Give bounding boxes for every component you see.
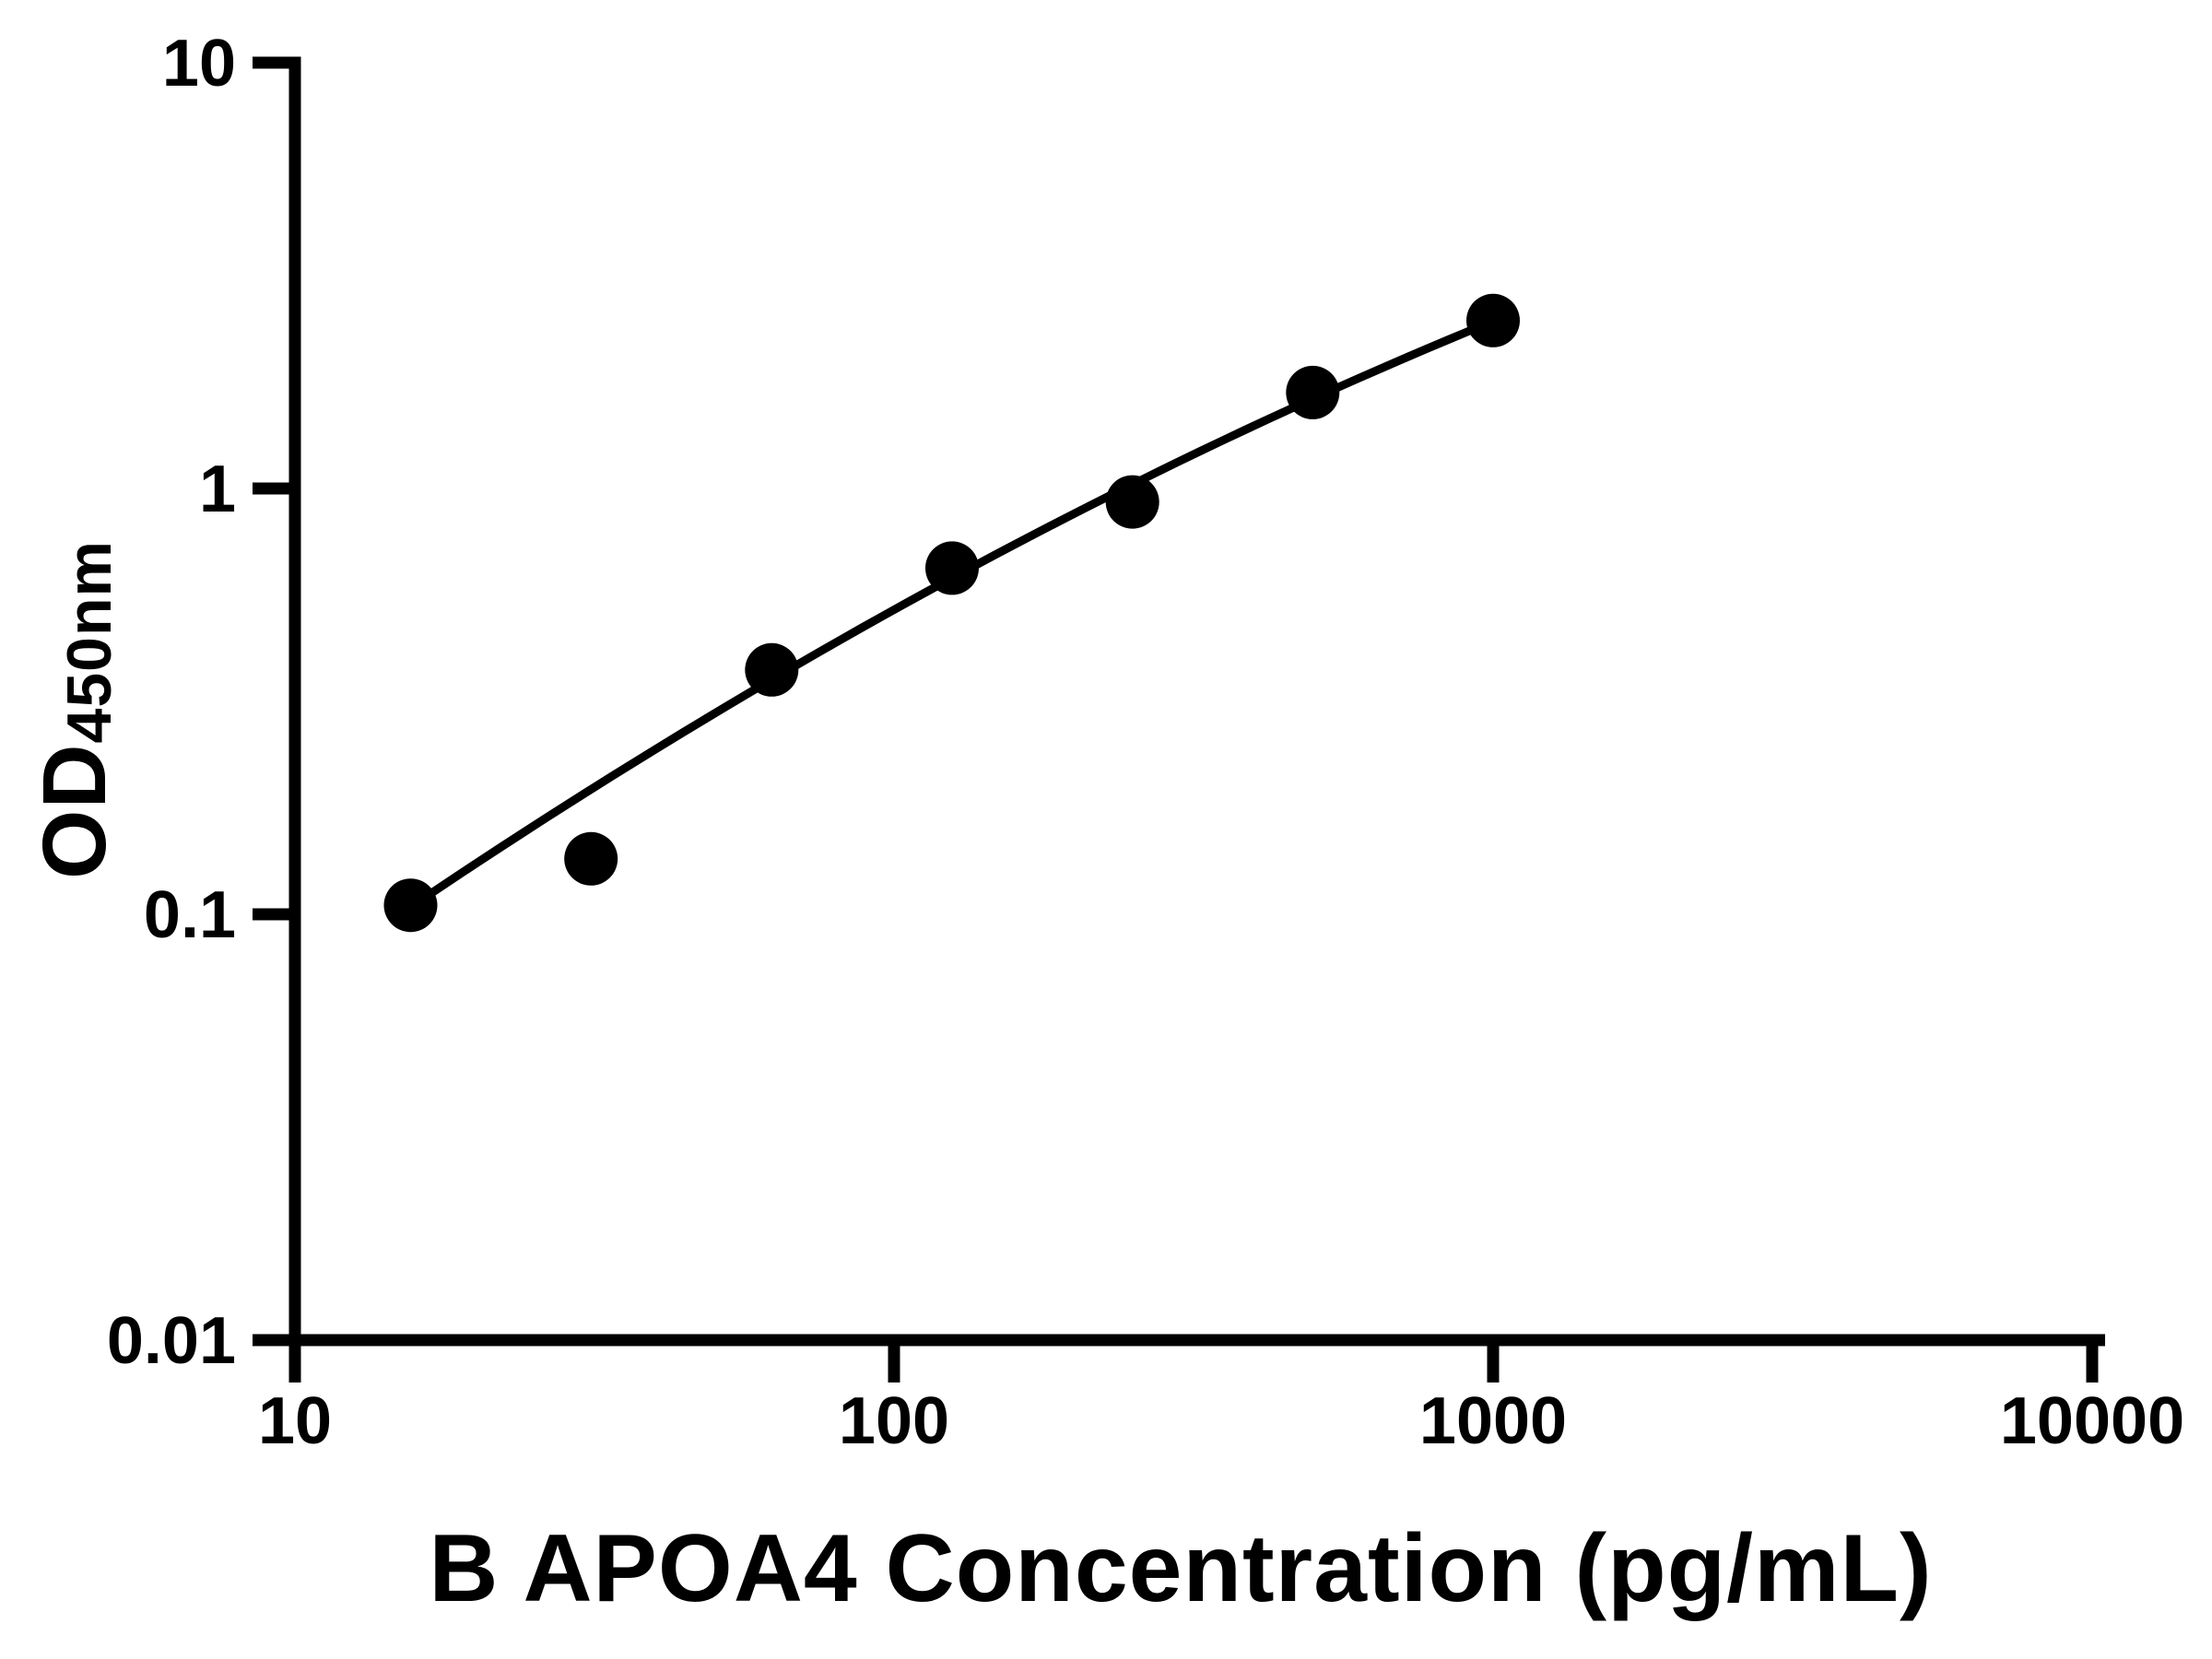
data-point bbox=[925, 541, 979, 595]
y-tick-label: 1 bbox=[199, 453, 236, 526]
x-tick-label: 10 bbox=[258, 1384, 332, 1458]
x-tick-label: 100 bbox=[839, 1384, 949, 1458]
y-axis-title: OD450nm bbox=[24, 540, 124, 879]
y-axis-title-subscript: 450nm bbox=[54, 540, 124, 743]
y-tick-label: 10 bbox=[162, 27, 236, 100]
data-point bbox=[1105, 475, 1159, 529]
data-point bbox=[1466, 293, 1520, 347]
data-point bbox=[745, 642, 799, 697]
y-tick-label: 0.1 bbox=[144, 878, 236, 952]
data-point bbox=[383, 878, 438, 933]
x-tick-label: 10000 bbox=[2000, 1384, 2184, 1458]
axes bbox=[288, 56, 2105, 1347]
x-tick-label: 1000 bbox=[1419, 1384, 1567, 1458]
y-axis-title-main: OD bbox=[24, 743, 124, 879]
tick-labels: 10 1 0.1 0.01 10 100 1000 10000 bbox=[107, 27, 2184, 1458]
tick-marks bbox=[253, 56, 2099, 1382]
data-point bbox=[1286, 365, 1340, 419]
data-points-group bbox=[383, 293, 1520, 933]
data-point bbox=[564, 831, 618, 886]
y-tick-label: 0.01 bbox=[107, 1304, 236, 1378]
x-axis-title: B APOA4 Concentration (pg/mL) bbox=[429, 1515, 1932, 1622]
